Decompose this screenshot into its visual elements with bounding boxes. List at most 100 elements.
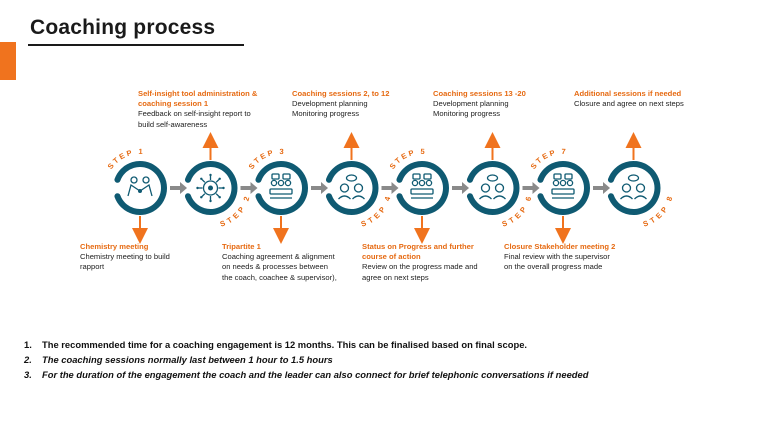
step-8-ring xyxy=(607,161,661,215)
meeting-group-icon-bubble-right xyxy=(564,173,573,180)
flow-arrow-head xyxy=(462,182,469,194)
step-6-node: STEP 6 xyxy=(466,132,532,229)
meeting-group-icon-table xyxy=(551,188,575,195)
flow-arrow-shaft xyxy=(452,186,462,190)
conversation-icon-bubble xyxy=(486,174,499,182)
brain-gear-icon-node xyxy=(200,177,203,181)
step-1-description: Chemistry meeting Chemistry meeting to b… xyxy=(80,242,230,273)
step-4-node: STEP 4 xyxy=(325,132,391,229)
step-1-ring-inner xyxy=(122,170,158,206)
step-5-ring xyxy=(396,161,449,215)
meeting-group-icon-person xyxy=(284,179,292,187)
step-8-description: Additional sessions if needed Closure an… xyxy=(574,89,724,109)
step-4-line-2: Monitoring progress xyxy=(292,109,360,119)
step-7-to-8-arrow xyxy=(593,182,610,194)
step-7-line-1: Final review with the supervisor xyxy=(504,252,610,262)
flow-arrow-head xyxy=(180,182,187,194)
meeting-group-icon-person xyxy=(418,179,426,187)
process-diagram: STEP 1 STEP 2 STEP 3 STEP 4 STEP 5 STEP 6 STEP… xyxy=(106,132,673,244)
step-7-ring-inner xyxy=(545,170,581,206)
step-6-line-2: Monitoring progress xyxy=(433,109,501,119)
conversation-icon-body-right xyxy=(352,195,365,200)
step-1-ring xyxy=(114,161,167,215)
step-3-description: Tripartite 1 Coaching agreement & alignm… xyxy=(222,242,372,283)
flow-arrow-head xyxy=(603,182,610,194)
step-1-to-2-arrow xyxy=(170,182,187,194)
note-2-number: 2. xyxy=(24,354,32,365)
step-3-ring-inner xyxy=(263,170,299,206)
notes-list: 1. The recommended time for a coaching en… xyxy=(24,337,754,382)
step-6-line-1: Development planning xyxy=(433,99,509,109)
page-title: Coaching process xyxy=(30,16,216,39)
step-2-title: Self-insight tool administration & xyxy=(138,89,258,98)
step-1-node: STEP 1 xyxy=(106,147,167,244)
note-1: 1. The recommended time for a coaching en… xyxy=(24,337,754,352)
meeting-group-icon-person xyxy=(425,179,433,187)
conversation-icon-body-left xyxy=(620,195,633,200)
step-3-line-1: Coaching agreement & alignment xyxy=(222,252,335,262)
step-4-line-1: Development planning xyxy=(292,99,368,109)
conversation-icon-body-right xyxy=(493,195,506,200)
step-6-ring xyxy=(466,161,520,215)
step-5-line-2: agree on next steps xyxy=(362,272,429,282)
brain-gear-icon-ring xyxy=(202,180,219,196)
meeting-group-icon-bubble-left xyxy=(412,173,421,180)
step-2-to-3-arrow xyxy=(240,182,258,194)
meeting-group-icon-person xyxy=(559,179,567,187)
note-1-number: 1. xyxy=(24,339,32,350)
step-2-line-1: Feedback on self-insight report to xyxy=(138,109,251,119)
flow-arrow-shaft xyxy=(522,186,533,190)
step-3-line-3: the coach, coachee & supervisor), xyxy=(222,272,337,282)
step-4-to-5-arrow xyxy=(381,182,399,194)
conversation-icon-body-right xyxy=(634,195,647,200)
step-2-title-line2: coaching session 1 xyxy=(138,99,209,109)
brain-gear-icon-node xyxy=(218,177,221,181)
meeting-group-icon-bubble-left xyxy=(271,173,280,180)
title-underline xyxy=(28,44,244,46)
step-4-description: Coaching sessions 2, to 12 Development p… xyxy=(292,89,442,120)
note-3-number: 3. xyxy=(24,369,32,380)
step-7-line-2: on the overall progress made xyxy=(504,262,603,272)
flow-arrow-head xyxy=(321,182,328,194)
flow-arrow-shaft xyxy=(381,186,392,190)
meeting-group-icon-table xyxy=(269,188,293,195)
step-3-to-4-arrow xyxy=(311,182,328,194)
step-6-description: Coaching sessions 13 -20 Development pla… xyxy=(433,89,583,120)
brain-gear-icon-spoke xyxy=(201,179,206,183)
conversation-icon-bubble xyxy=(627,174,640,182)
step-3-line-2: on needs & processes between xyxy=(222,262,328,272)
conversation-icon-person-left xyxy=(339,183,350,193)
conversation-icon-body-left xyxy=(479,195,492,200)
brain-gear-icon-node xyxy=(196,186,199,190)
conversation-icon-person-left xyxy=(621,183,632,193)
meeting-group-icon-bubble-left xyxy=(553,173,562,180)
step-6-to-7-arrow xyxy=(522,182,540,194)
step-7-title: Closure Stakeholder meeting 2 xyxy=(504,242,616,251)
brain-gear-icon-node xyxy=(209,173,212,177)
meeting-group-icon-person xyxy=(277,179,285,187)
flow-arrow-shaft xyxy=(240,186,251,190)
handshake-icon-head-left xyxy=(130,176,138,184)
brain-gear-icon-spoke xyxy=(215,193,220,197)
step-5-title-line2: course of action xyxy=(362,252,421,262)
step-1-line-2: rapport xyxy=(80,262,105,272)
step-8-node: STEP 8 xyxy=(607,132,673,229)
conversation-icon-person-right xyxy=(494,183,505,193)
handshake-icon-head-right xyxy=(142,176,150,184)
conversation-icon-person-right xyxy=(353,183,364,193)
flow-arrow-shaft xyxy=(170,186,180,190)
step-8-line-1: Closure and agree on next steps xyxy=(574,99,684,109)
step-7-node: STEP 7 xyxy=(529,147,590,244)
conversation-icon-bubble xyxy=(345,174,358,182)
accent-bar xyxy=(0,42,16,80)
step-3-title: Tripartite 1 xyxy=(222,242,261,251)
note-3-text: For the duration of the engagement the c… xyxy=(42,369,589,380)
brain-gear-icon-node xyxy=(222,186,225,190)
conversation-icon-body-left xyxy=(338,195,351,200)
meeting-group-icon-person xyxy=(411,179,419,187)
flow-arrow-head xyxy=(250,182,258,194)
step-6-title: Coaching sessions 13 -20 xyxy=(433,89,526,98)
brain-gear-icon-spoke xyxy=(215,179,220,183)
step-5-description: Status on Progress and further course of… xyxy=(362,242,512,283)
step-4-ring xyxy=(325,161,379,215)
